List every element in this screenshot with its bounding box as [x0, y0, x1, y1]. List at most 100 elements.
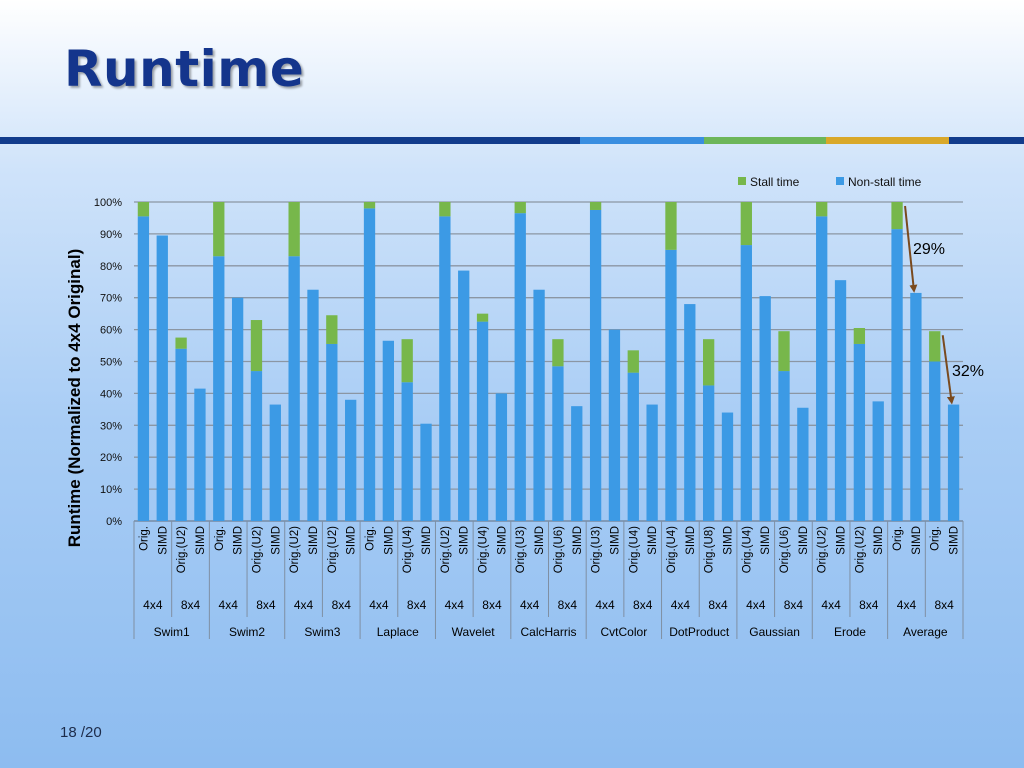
bar-label: SIMD [308, 526, 320, 555]
bar-label: SIMD [685, 526, 697, 555]
bar-non-stall [250, 371, 263, 521]
subgroup-label: 8x4 [332, 598, 352, 612]
bar-non-stall [552, 366, 564, 521]
bar-label: Orig.(U4) [478, 526, 490, 573]
y-tick-label: 30% [100, 420, 122, 432]
subgroup-label: 4x4 [294, 598, 314, 612]
axis-labels: 0% 10% 20% 30% 40% 50% 60% 70% 80% 90% 100% Runtime… [65, 197, 961, 639]
bar-stall [816, 202, 828, 217]
bar-stall [589, 202, 602, 210]
bar-label: Orig.(U2) [251, 526, 263, 573]
page-number: 18 /20 [60, 724, 102, 741]
bar-stall [250, 320, 263, 372]
subgroup-label: 8x4 [181, 598, 201, 612]
group-label: Erode [834, 625, 866, 639]
bar-non-stall [853, 343, 866, 521]
annotations: 29% 32% [904, 205, 984, 405]
legend-label: Stall time [750, 175, 800, 189]
bar-label: Orig. [365, 526, 377, 551]
group-label: CvtColor [601, 625, 648, 639]
annotation-arrow [941, 335, 955, 405]
bar-non-stall [608, 329, 621, 521]
subgroup-label: 4x4 [520, 598, 540, 612]
bar-label: SIMD [873, 526, 885, 555]
bar-label: Orig.(U2) [817, 526, 829, 573]
bar-label: Orig.(U4) [402, 526, 414, 573]
annotation-arrow [904, 205, 918, 293]
bar-non-stall [326, 343, 338, 521]
bar-non-stall [476, 321, 489, 521]
y-tick-label: 60% [100, 325, 122, 337]
group-label: Swim3 [304, 625, 340, 639]
bar-non-stall [702, 385, 715, 521]
y-tick-label: 90% [100, 229, 122, 241]
bar-label: Orig.(U2) [854, 526, 866, 573]
subgroup-label: 4x4 [143, 598, 163, 612]
bar-non-stall [947, 404, 960, 521]
subgroup-label: 8x4 [934, 598, 954, 612]
bar-label: SIMD [421, 526, 433, 555]
bar-label: SIMD [760, 526, 772, 555]
bar-stall [137, 202, 150, 217]
subgroup-label: 8x4 [859, 598, 879, 612]
bar-label: SIMD [647, 526, 659, 555]
bar-non-stall [382, 340, 395, 521]
bar-label: SIMD [157, 526, 169, 555]
bar-label: Orig. [892, 526, 904, 551]
bar-label: SIMD [233, 526, 245, 555]
bar-label: Orig.(U2) [327, 526, 339, 573]
bar-non-stall [740, 245, 752, 521]
bar-non-stall [627, 372, 639, 521]
bar-non-stall [269, 404, 281, 521]
group-label: Laplace [377, 625, 419, 639]
bar-non-stall [589, 209, 602, 521]
subgroup-label: 4x4 [369, 598, 389, 612]
bar-stall [439, 202, 451, 217]
subgroup-label: 8x4 [633, 598, 653, 612]
legend-swatch [836, 177, 844, 185]
bar-non-stall [891, 229, 903, 522]
bar-stall [401, 339, 413, 383]
bar-non-stall [458, 270, 470, 521]
bar-non-stall [175, 348, 187, 521]
bar-non-stall [797, 407, 809, 521]
bar-label: SIMD [949, 526, 961, 555]
bar-stall [702, 339, 715, 386]
bar-non-stall [137, 216, 150, 522]
rule-segment-green [704, 137, 826, 144]
group-label: Swim2 [229, 625, 265, 639]
subgroup-label: 8x4 [482, 598, 502, 612]
y-axis-label: Runtime (Normalized to 4x4 Original) [65, 249, 84, 548]
bar-label: Orig.(U2) [176, 526, 188, 573]
subgroup-label: 4x4 [219, 598, 239, 612]
bar-label: SIMD [609, 526, 621, 555]
title-rule [0, 137, 1024, 144]
bar-non-stall [231, 297, 244, 521]
bar-label: SIMD [534, 526, 546, 555]
bar-label: Orig.(U2) [440, 526, 452, 573]
bar-stall [853, 328, 866, 344]
bar-non-stall [533, 289, 545, 521]
bar-label: Orig.(U4) [628, 526, 640, 573]
subgroup-label: 4x4 [595, 598, 615, 612]
bar-label: SIMD [383, 526, 395, 555]
bar-non-stall [721, 412, 734, 521]
bar-non-stall [834, 280, 847, 521]
bar-stall [552, 339, 564, 367]
bar-label: Orig.(U4) [666, 526, 678, 573]
legend-label: Non-stall time [848, 175, 922, 189]
bar-stall [213, 202, 225, 257]
bar-non-stall [514, 213, 526, 522]
bar-non-stall [872, 401, 884, 521]
bar-label: Orig.(U6) [553, 526, 565, 573]
bar-label: SIMD [911, 526, 923, 555]
bar-non-stall [665, 249, 677, 521]
subgroup-label: 4x4 [746, 598, 766, 612]
bar-label: SIMD [496, 526, 508, 555]
subgroup-label: 8x4 [784, 598, 804, 612]
y-tick-label: 20% [100, 452, 122, 464]
bar-non-stall [778, 371, 790, 521]
group-label: Swim1 [154, 625, 190, 639]
bar-label: SIMD [459, 526, 471, 555]
